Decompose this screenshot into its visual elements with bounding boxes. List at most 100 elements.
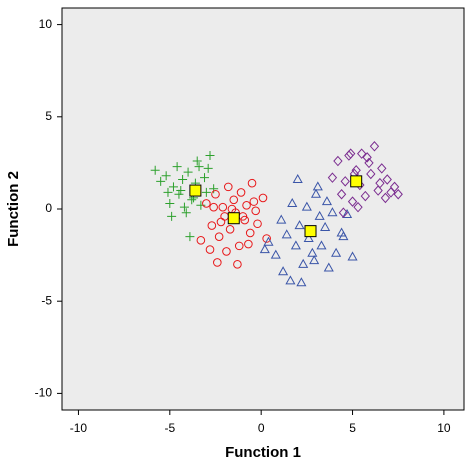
point [150,165,160,175]
y-tick-label: -5 [41,293,52,307]
point [310,188,322,198]
point [247,178,257,188]
point [362,152,372,163]
point [380,192,391,204]
point [290,240,301,250]
point [196,236,206,245]
point [262,234,271,243]
point [179,202,189,212]
point [165,198,175,208]
point [176,186,186,196]
point [185,232,195,242]
point [373,185,383,196]
point [287,197,298,207]
point [183,167,193,177]
point [307,247,318,257]
point [245,228,255,238]
point [223,182,233,192]
point [244,239,253,249]
point [281,229,292,239]
point [285,275,296,285]
point [336,188,347,200]
point [366,168,376,180]
point [222,247,231,256]
point [234,241,244,251]
point [200,173,210,183]
point [382,174,392,185]
centroid [350,175,363,188]
point [251,206,260,216]
point [213,258,222,267]
centroid [304,225,317,238]
point [314,210,325,220]
point [294,220,305,230]
x-tick-label: -10 [70,421,88,435]
point [357,148,367,159]
point [205,245,215,254]
y-tick-label: 0 [45,201,52,215]
point [292,173,303,183]
point [236,188,246,197]
point [270,249,281,259]
point [178,174,188,184]
point [298,258,309,268]
point [196,200,206,210]
point [340,176,350,187]
point [163,187,173,197]
centroid [227,212,240,225]
point [331,247,342,257]
point [205,151,215,161]
point [316,240,327,250]
point [263,236,274,246]
point [369,141,380,152]
point [360,190,370,202]
point [338,231,349,241]
point [233,260,242,269]
point [192,156,202,166]
point [393,188,403,200]
point [276,214,287,224]
x-tick-label: 5 [349,421,356,435]
point [174,189,184,199]
x-tick-label: 0 [258,421,265,435]
point [259,244,270,254]
point [327,172,338,183]
point [216,217,226,227]
point [278,266,289,276]
point [375,177,385,189]
point [202,199,211,208]
point [209,184,219,194]
point [258,193,268,203]
point [167,211,177,221]
point [242,201,251,210]
point [321,196,333,206]
centroid [189,184,202,197]
point [218,202,228,212]
y-axis-title: Function 2 [5,171,22,247]
point [253,219,262,229]
point [353,201,363,213]
y-tick-label: 10 [39,17,53,31]
point [377,163,387,174]
point [333,155,343,167]
point [168,182,178,192]
y-tick-label: 5 [45,109,52,123]
x-tick-label: -5 [164,421,175,435]
point [351,165,361,176]
point [347,251,358,261]
point [327,207,338,217]
point [301,201,312,211]
point [342,209,353,219]
x-axis-title: Function 1 [225,444,301,461]
point [320,221,331,231]
point [296,277,307,287]
point [181,208,191,218]
plot-area [61,7,465,411]
point [323,262,334,272]
point [347,196,358,207]
x-tick-label: 10 [437,421,451,435]
point [201,187,211,197]
point [249,197,259,206]
